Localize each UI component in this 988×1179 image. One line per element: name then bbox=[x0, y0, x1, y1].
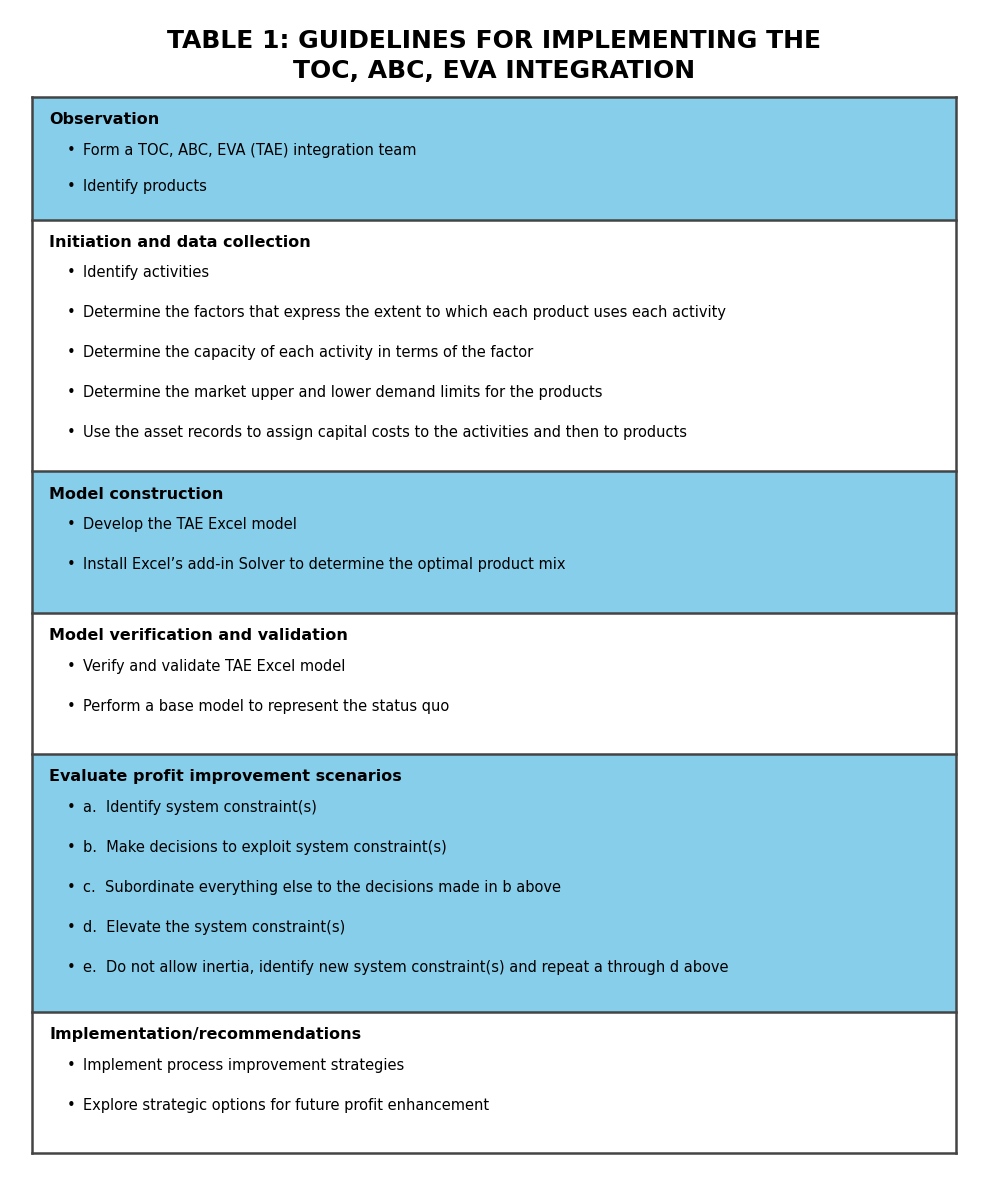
Text: •: • bbox=[67, 518, 75, 532]
Text: Explore strategic options for future profit enhancement: Explore strategic options for future pro… bbox=[83, 1098, 489, 1113]
Text: •: • bbox=[67, 345, 75, 360]
Text: e.  Do not allow inertia, identify new system constraint(s) and repeat a through: e. Do not allow inertia, identify new sy… bbox=[83, 960, 728, 975]
Text: d.  Elevate the system constraint(s): d. Elevate the system constraint(s) bbox=[83, 920, 345, 935]
Text: •: • bbox=[67, 920, 75, 935]
Text: Perform a base model to represent the status quo: Perform a base model to represent the st… bbox=[83, 699, 450, 713]
Text: Install Excel’s add-in Solver to determine the optimal product mix: Install Excel’s add-in Solver to determi… bbox=[83, 558, 565, 572]
Text: Initiation and data collection: Initiation and data collection bbox=[49, 235, 311, 250]
Text: c.  Subordinate everything else to the decisions made in b above: c. Subordinate everything else to the de… bbox=[83, 880, 561, 895]
Text: •: • bbox=[67, 265, 75, 281]
Bar bbox=[32, 472, 956, 613]
Text: Identify activities: Identify activities bbox=[83, 265, 209, 281]
Text: b.  Make decisions to exploit system constraint(s): b. Make decisions to exploit system cons… bbox=[83, 839, 447, 855]
Bar bbox=[32, 1012, 956, 1153]
Text: Form a TOC, ABC, EVA (TAE) integration team: Form a TOC, ABC, EVA (TAE) integration t… bbox=[83, 143, 417, 158]
Text: Use the asset records to assign capital costs to the activities and then to prod: Use the asset records to assign capital … bbox=[83, 424, 687, 440]
Text: •: • bbox=[67, 305, 75, 321]
Bar bbox=[32, 97, 956, 219]
Text: Develop the TAE Excel model: Develop the TAE Excel model bbox=[83, 518, 296, 532]
Text: •: • bbox=[67, 558, 75, 572]
Text: •: • bbox=[67, 839, 75, 855]
Text: Model construction: Model construction bbox=[49, 487, 223, 501]
Text: Determine the capacity of each activity in terms of the factor: Determine the capacity of each activity … bbox=[83, 345, 534, 360]
Text: TOC, ABC, EVA INTEGRATION: TOC, ABC, EVA INTEGRATION bbox=[292, 59, 696, 83]
Text: •: • bbox=[67, 659, 75, 673]
Text: •: • bbox=[67, 1098, 75, 1113]
Text: •: • bbox=[67, 424, 75, 440]
Text: Determine the factors that express the extent to which each product uses each ac: Determine the factors that express the e… bbox=[83, 305, 726, 321]
Text: •: • bbox=[67, 799, 75, 815]
Text: Evaluate profit improvement scenarios: Evaluate profit improvement scenarios bbox=[49, 769, 402, 784]
Text: Observation: Observation bbox=[49, 112, 160, 127]
Text: •: • bbox=[67, 178, 75, 193]
Text: Verify and validate TAE Excel model: Verify and validate TAE Excel model bbox=[83, 659, 346, 673]
Text: a.  Identify system constraint(s): a. Identify system constraint(s) bbox=[83, 799, 317, 815]
Text: Implementation/recommendations: Implementation/recommendations bbox=[49, 1027, 362, 1042]
Text: •: • bbox=[67, 699, 75, 713]
Bar bbox=[32, 613, 956, 753]
Text: Implement process improvement strategies: Implement process improvement strategies bbox=[83, 1058, 404, 1073]
Text: •: • bbox=[67, 960, 75, 975]
Text: •: • bbox=[67, 880, 75, 895]
Text: TABLE 1: GUIDELINES FOR IMPLEMENTING THE: TABLE 1: GUIDELINES FOR IMPLEMENTING THE bbox=[167, 29, 821, 53]
Text: •: • bbox=[67, 1058, 75, 1073]
Text: •: • bbox=[67, 384, 75, 400]
Text: Identify products: Identify products bbox=[83, 178, 206, 193]
Text: •: • bbox=[67, 143, 75, 158]
Bar bbox=[32, 753, 956, 1012]
Text: Model verification and validation: Model verification and validation bbox=[49, 628, 349, 643]
Text: Determine the market upper and lower demand limits for the products: Determine the market upper and lower dem… bbox=[83, 384, 603, 400]
Bar bbox=[32, 219, 956, 472]
